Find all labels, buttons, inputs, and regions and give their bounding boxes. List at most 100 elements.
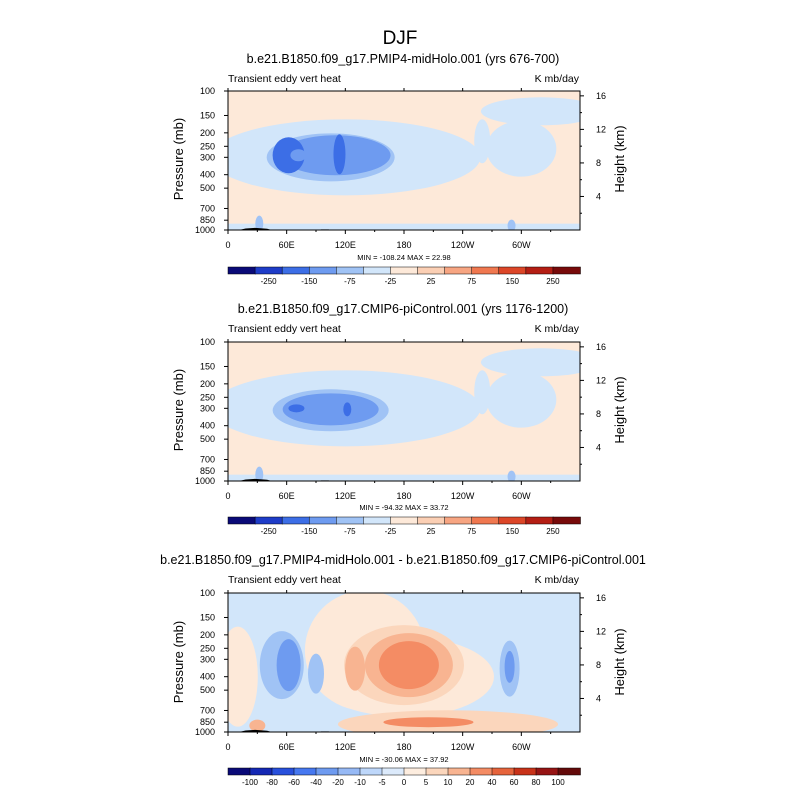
contour-negative-weak: [474, 370, 491, 415]
contour-negative-weak: [486, 120, 557, 177]
y-tick-label: 150: [200, 110, 215, 120]
y2-axis-label: Height (km): [612, 628, 627, 695]
contour-negative-weak: [480, 97, 580, 126]
panel-title: b.e21.B1850.f09_g17.PMIP4-midHolo.001 (y…: [247, 52, 560, 66]
contour-negative-moderate: [255, 215, 264, 230]
colorbar-label: -20: [332, 778, 344, 787]
y-tick-label: 700: [200, 454, 215, 464]
colorbar-label: -60: [288, 778, 300, 787]
panel-midholo: b.e21.B1850.f09_g17.PMIP4-midHolo.001 (y…: [171, 52, 627, 286]
colorbar-swatch: [308, 266, 338, 275]
y-tick-label: 100: [200, 337, 215, 347]
colorbar-swatch: [254, 266, 283, 275]
contour-negative-moderate: [255, 466, 264, 481]
colorbar-label: -75: [344, 277, 356, 286]
x-tick-label: 60W: [512, 491, 531, 501]
y-tick-label: 700: [200, 705, 215, 715]
x-tick-label: 60E: [279, 240, 295, 250]
min-max-label: MIN = -94.32 MAX = 33.72: [359, 503, 448, 512]
y-tick-label: 1000: [195, 476, 215, 486]
colorbar-label: -150: [301, 527, 318, 536]
colorbar-swatch: [469, 767, 493, 776]
contour-positive-strong: [383, 717, 474, 728]
colorbar-swatch: [254, 516, 283, 525]
contour-field: [228, 91, 580, 230]
contour-field: [228, 593, 580, 732]
y-tick-label: 850: [200, 717, 215, 727]
colorbar-swatch: [403, 767, 427, 776]
y-tick-label: 250: [200, 392, 215, 402]
y2-axis-label: Height (km): [612, 125, 627, 192]
x-tick-label: 120E: [335, 491, 356, 501]
x-tick-label: 60W: [512, 742, 531, 752]
colorbar-label: 150: [506, 277, 520, 286]
y-tick-label: 100: [200, 588, 215, 598]
x-tick-label: 0: [225, 240, 230, 250]
contour-field: [228, 342, 580, 481]
y2-tick-label: 16: [596, 91, 606, 101]
colorbar-label: 80: [532, 778, 541, 787]
colorbar-swatch: [308, 516, 338, 525]
colorbar-swatch: [363, 516, 392, 525]
y-tick-label: 300: [200, 152, 215, 162]
colorbar-swatch: [249, 767, 273, 776]
colorbar-swatch: [293, 767, 317, 776]
colorbar-label: -5: [378, 778, 386, 787]
min-max-label: MIN = -108.24 MAX = 22.98: [357, 253, 450, 262]
contour-negative-weak: [228, 223, 580, 230]
colorbar-label: 0: [402, 778, 407, 787]
colorbar-label: 20: [466, 778, 475, 787]
colorbar-swatch: [281, 266, 310, 275]
colorbar-swatch: [315, 767, 339, 776]
colorbar-swatch: [491, 767, 515, 776]
colorbar-swatch: [552, 266, 581, 275]
contour-positive-weak: [228, 626, 258, 727]
y-tick-label: 500: [200, 183, 215, 193]
colorbar-swatch: [227, 516, 256, 525]
contour-positive-moderate: [249, 719, 266, 732]
y2-tick-label: 8: [596, 409, 601, 419]
figure-title: DJF: [383, 28, 418, 49]
y2-tick-label: 12: [596, 626, 606, 636]
x-tick-label: 120W: [451, 491, 475, 501]
y-tick-label: 300: [200, 403, 215, 413]
x-tick-label: 180: [396, 742, 411, 752]
colorbar-label: -25: [385, 277, 397, 286]
contour-negative-strong: [276, 639, 301, 692]
colorbar-swatch: [425, 767, 449, 776]
colorbar-label: -25: [385, 527, 397, 536]
contour-negative-core: [288, 404, 305, 413]
colorbar-swatch: [336, 266, 365, 275]
colorbar-swatch: [390, 516, 419, 525]
right-string: K mb/day: [535, 73, 580, 85]
y-tick-label: 250: [200, 643, 215, 653]
colorbar-label: 40: [488, 778, 497, 787]
colorbar-label: 75: [467, 277, 476, 286]
colorbar-label: -75: [344, 527, 356, 536]
colorbar-label: -100: [242, 778, 259, 787]
topography: [235, 227, 272, 230]
x-tick-label: 120E: [335, 240, 356, 250]
contour-negative-moderate: [507, 219, 516, 230]
colorbar-swatch: [227, 266, 256, 275]
colorbar-label: 25: [427, 277, 436, 286]
y2-axis-label: Height (km): [612, 376, 627, 443]
colorbar-swatch: [471, 516, 500, 525]
x-tick-label: 180: [396, 240, 411, 250]
right-string: K mb/day: [535, 574, 580, 586]
y-tick-label: 200: [200, 630, 215, 640]
panel-title: b.e21.B1850.f09_g17.PMIP4-midHolo.001 - …: [160, 553, 646, 567]
contour-positive-strong: [378, 641, 439, 690]
y2-tick-label: 12: [596, 124, 606, 134]
y-axis-label: Pressure (mb): [171, 621, 186, 703]
y2-tick-label: 4: [596, 442, 601, 452]
colorbar-label: -40: [310, 778, 322, 787]
colorbar-swatch: [359, 767, 383, 776]
colorbar-swatch: [535, 767, 559, 776]
y-tick-label: 500: [200, 685, 215, 695]
colorbar-swatch: [444, 266, 473, 275]
contour-negative-moderate: [308, 653, 324, 694]
topography: [235, 478, 272, 481]
colorbar-swatch: [513, 767, 537, 776]
colorbar-label: 5: [424, 778, 429, 787]
